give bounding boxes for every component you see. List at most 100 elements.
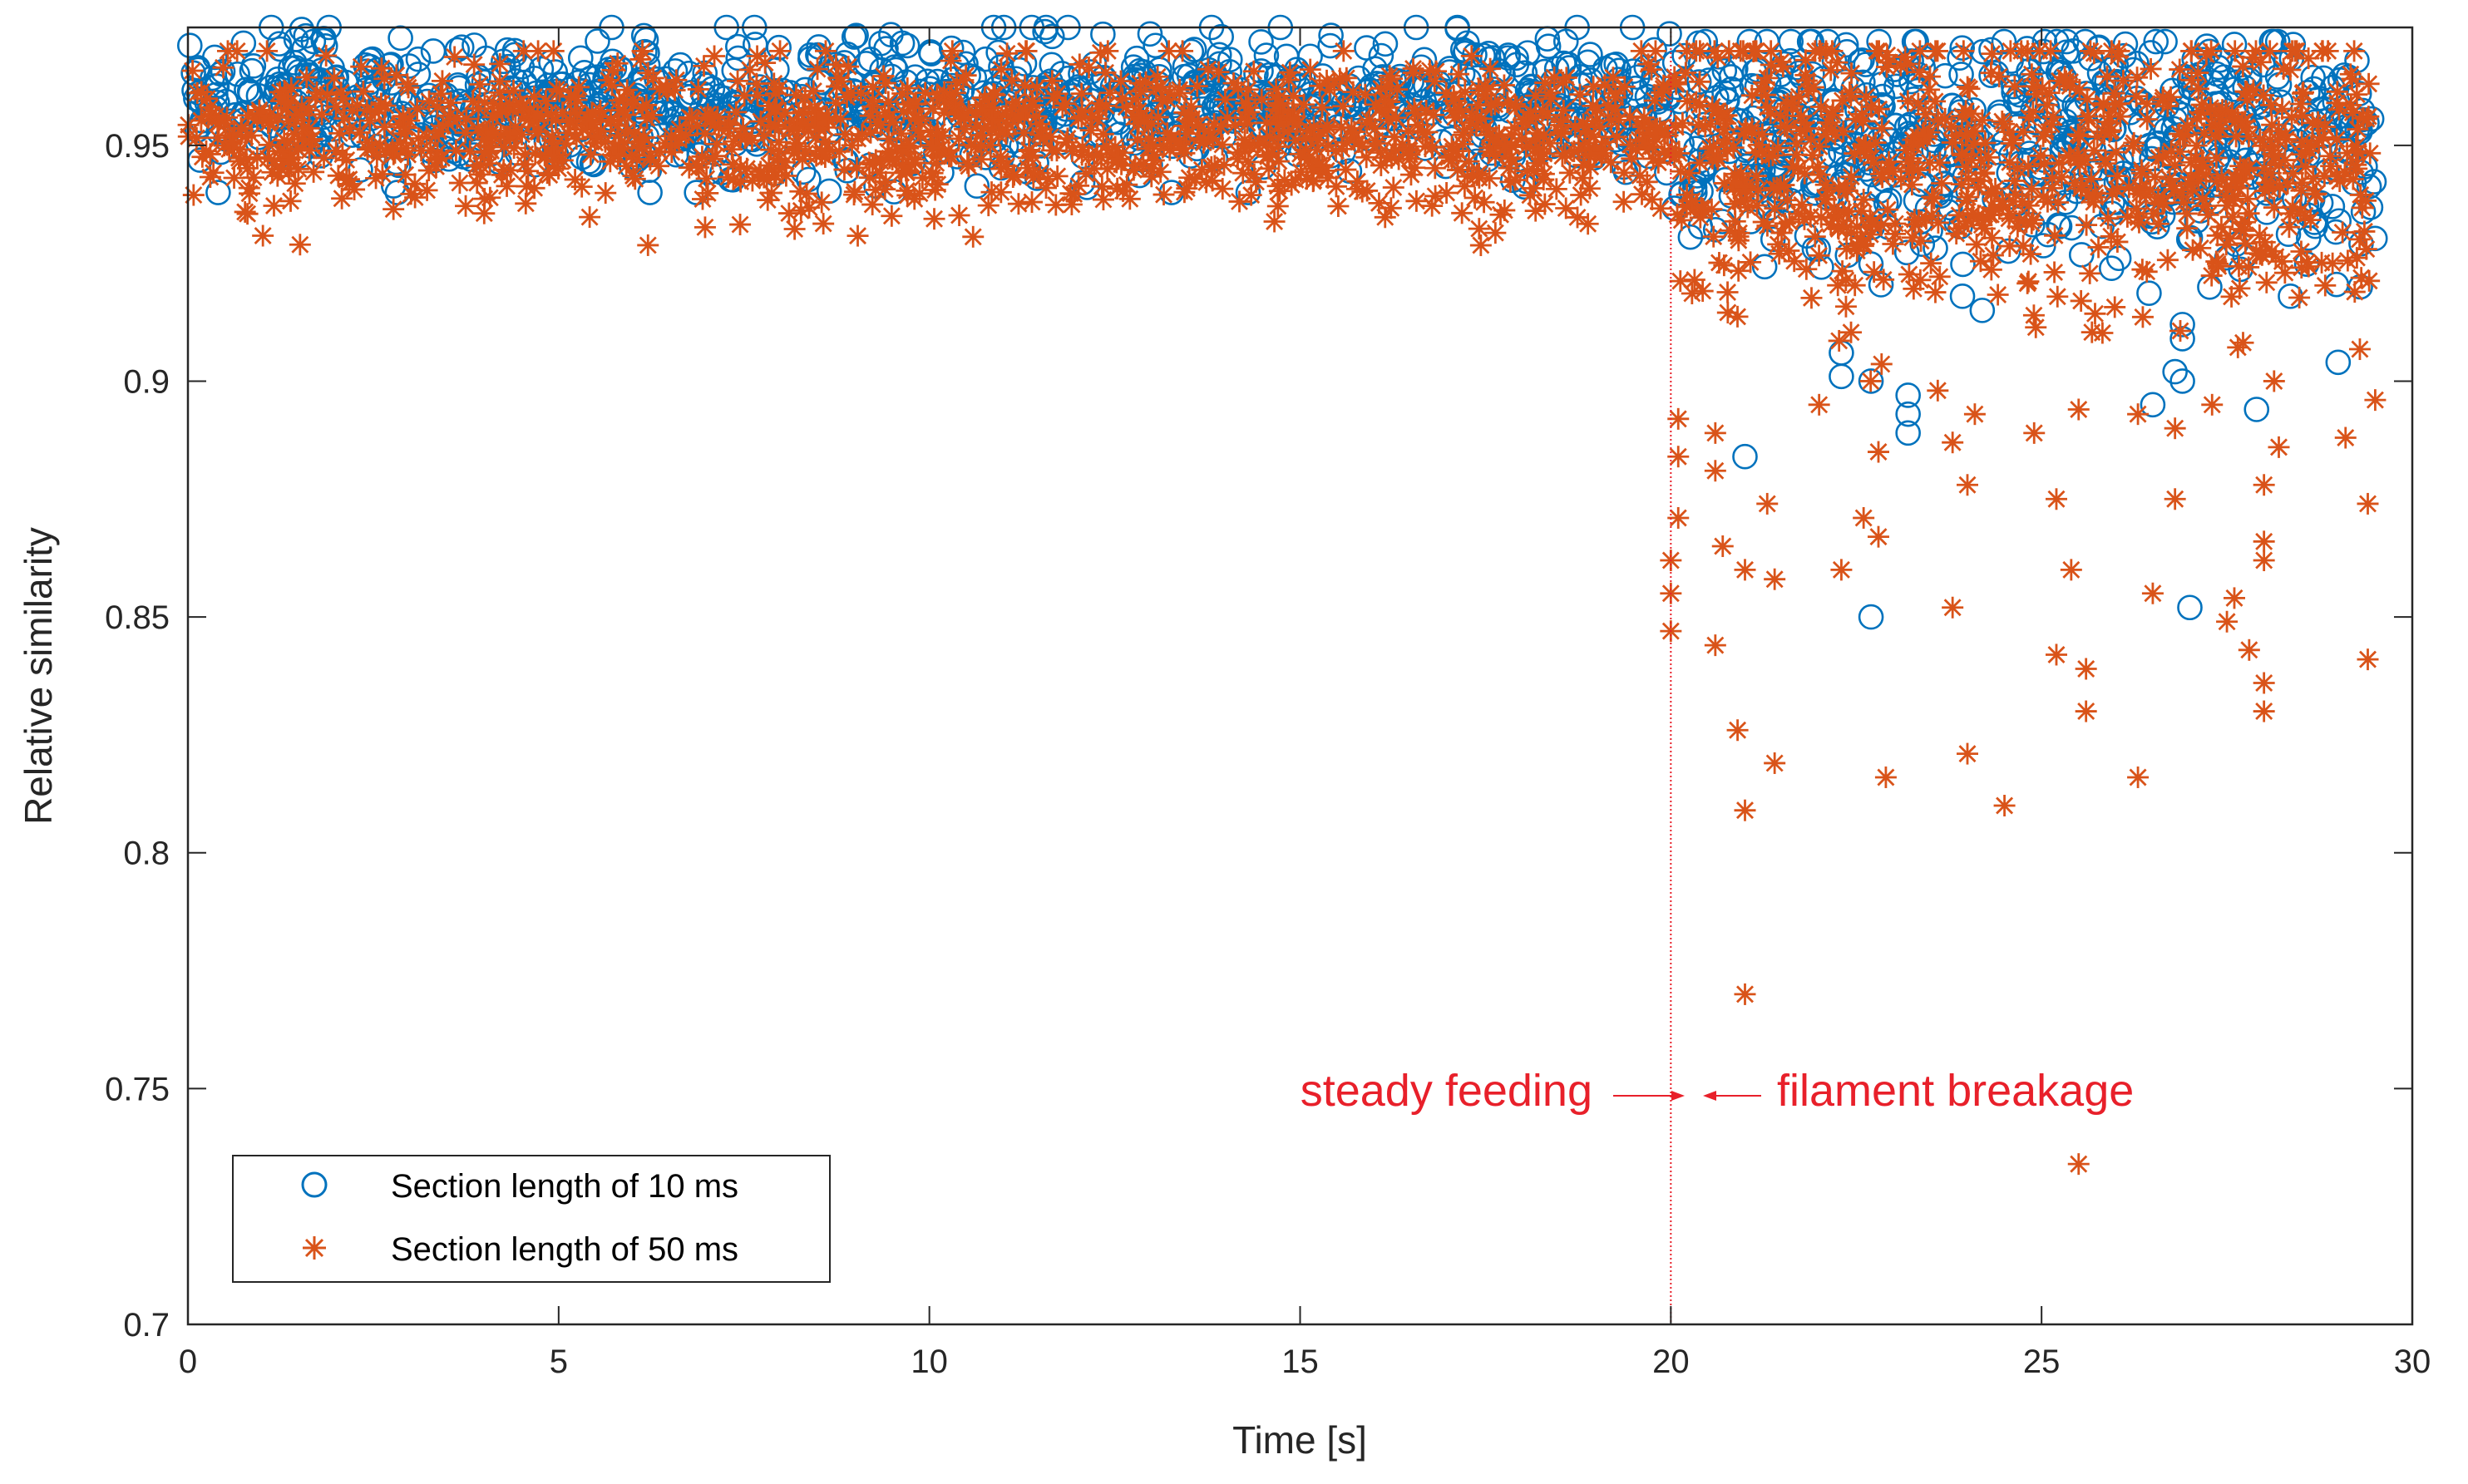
data-point-50ms [1259,126,1281,148]
data-point-50ms [515,192,537,214]
data-point-50ms [847,224,869,247]
data-point-50ms [624,168,646,190]
data-point-50ms [2236,89,2258,111]
data-point-10ms [964,173,990,200]
data-point-50ms [202,161,225,184]
data-point-50ms [1702,225,1725,248]
data-point-50ms [392,105,414,127]
data-point-10ms [843,22,869,48]
data-point-50ms [688,156,710,179]
data-point-50ms [2195,195,2218,217]
data-point-50ms [1567,206,1589,229]
data-point-50ms [2156,249,2179,271]
data-point-10ms [1577,67,1604,93]
data-point-50ms [775,165,797,187]
data-point-50ms [812,213,835,235]
data-point-50ms [1734,559,1756,581]
data-point-50ms [1092,189,1114,211]
data-point-10ms [585,28,610,54]
data-point-50ms [1853,233,1875,255]
data-point-50ms [1768,243,1790,265]
data-point-50ms [491,101,513,123]
data-point-50ms [1549,114,1572,136]
data-point-50ms [538,164,560,186]
data-point-50ms [940,50,962,72]
data-point-50ms [896,77,919,100]
data-point-10ms [1949,35,1975,61]
data-point-50ms [1477,78,1499,101]
data-point-50ms [1689,151,1711,174]
data-point-50ms [1942,596,1964,619]
data-point-50ms [2032,185,2055,208]
data-point-50ms [1840,62,1863,85]
data-point-50ms [811,191,833,214]
data-point-10ms [1317,32,1343,59]
data-point-50ms [579,206,601,229]
data-point-50ms [1469,234,1492,257]
data-point-50ms [1689,71,1711,93]
data-point-50ms [914,81,936,104]
data-point-50ms [488,81,511,104]
data-point-50ms [1212,134,1234,156]
data-point-50ms [1914,103,1937,126]
data-point-10ms [1950,251,1976,278]
data-point-50ms [1022,161,1044,184]
data-point-10ms [1368,42,1394,69]
data-point-50ms [279,149,301,171]
data-point-50ms [1764,197,1786,219]
data-point-50ms [628,137,650,160]
x-tick-label: 20 [1652,1343,1690,1380]
data-point-50ms [807,58,829,81]
data-point-10ms [1049,61,1075,86]
data-point-50ms [2003,76,2026,98]
data-point-50ms [1450,101,1473,123]
data-point-50ms [1177,102,1200,125]
data-point-50ms [335,169,358,191]
data-point-50ms [429,82,452,105]
data-point-50ms [2207,253,2229,275]
data-point-50ms [1868,525,1889,548]
data-point-50ms [1191,159,1213,181]
data-point-50ms [2041,113,2063,136]
data-point-50ms [1479,57,1502,80]
data-point-50ms [1793,208,1815,230]
data-point-50ms [1834,295,1857,318]
data-point-50ms [660,141,683,163]
data-point-50ms [212,57,234,79]
data-point-50ms [1026,76,1049,99]
data-point-50ms [2180,40,2203,62]
data-point-50ms [1957,742,1978,765]
data-point-10ms [420,38,447,64]
data-point-50ms [1063,183,1085,205]
data-point-50ms [1704,460,1726,482]
data-point-10ms [1444,16,1470,42]
data-point-50ms [2234,211,2257,234]
data-point-50ms [1726,719,1749,742]
data-point-50ms [2283,40,2306,62]
data-point-50ms [2127,766,2150,788]
data-point-50ms [595,182,617,205]
data-point-50ms [741,170,763,192]
data-point-50ms [2253,672,2275,694]
data-point-50ms [2273,57,2295,80]
data-point-50ms [1735,117,1757,140]
data-point-50ms [1484,222,1507,244]
data-point-50ms [2313,116,2336,138]
data-point-50ms [1821,104,1844,126]
data-point-50ms [1173,181,1196,204]
data-point-50ms [2060,559,2082,581]
data-point-50ms [1669,270,1691,293]
data-point-50ms [1405,190,1428,212]
data-point-50ms [995,155,1018,177]
data-point-50ms [2227,108,2249,131]
data-point-50ms [2358,269,2381,292]
data-point-50ms [1716,302,1739,324]
data-point-50ms [754,52,777,74]
data-point-10ms [205,180,231,205]
data-point-50ms [2096,66,2119,88]
data-point-50ms [1631,183,1653,205]
data-point-50ms [2087,236,2110,259]
data-point-50ms [1364,117,1386,140]
data-point-10ms [1514,40,1541,66]
data-point-50ms [1889,54,1912,76]
